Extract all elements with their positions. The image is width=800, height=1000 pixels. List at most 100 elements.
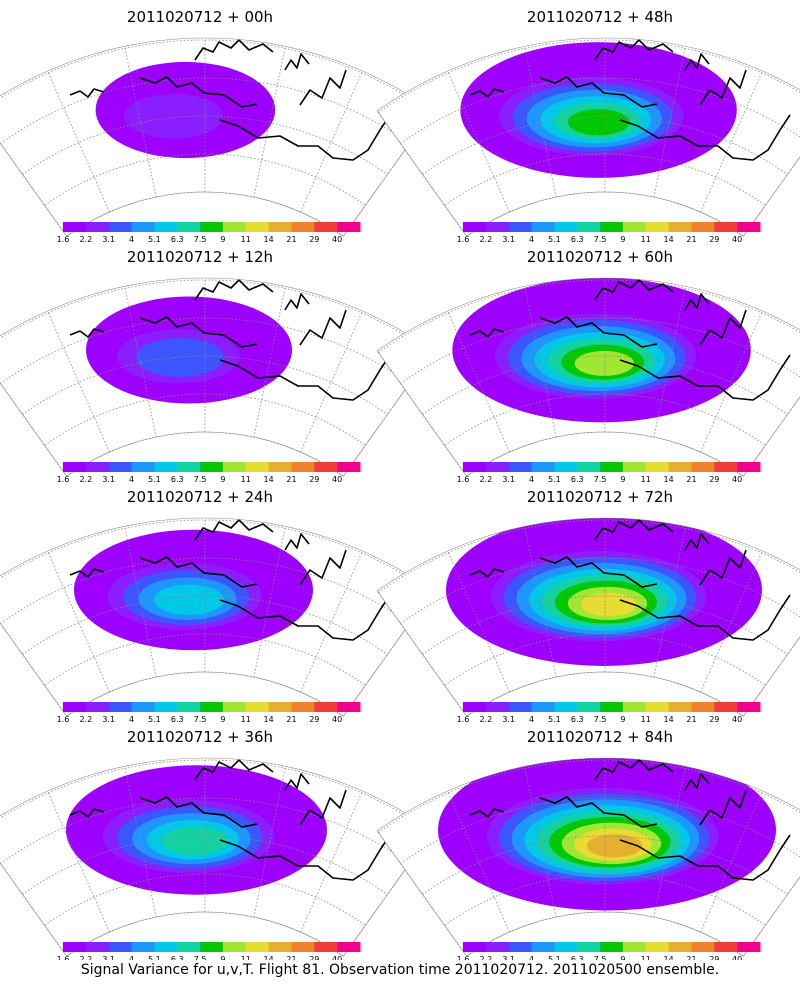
- colorbar-label: 14: [264, 715, 274, 724]
- longitude-line: [653, 766, 686, 918]
- colorbar-swatch: [577, 702, 601, 712]
- map-boundary: [376, 277, 800, 477]
- coastline: [469, 808, 505, 818]
- colorbar-swatch: [600, 462, 624, 472]
- colorbar-swatch: [291, 222, 315, 232]
- latitude-line: [22, 355, 388, 415]
- colorbar-swatch: [268, 462, 292, 472]
- colorbar-swatch: [485, 942, 510, 952]
- latitude-line: [22, 835, 388, 895]
- colorbar-swatch: [691, 942, 715, 952]
- variance-contour: [154, 584, 224, 615]
- latitude-line: [444, 393, 766, 446]
- colorbar-swatch: [622, 942, 647, 952]
- latitude-line: [0, 759, 432, 833]
- latitude-line: [400, 557, 800, 624]
- colorbar-label: 5.1: [148, 475, 161, 484]
- map-panel: 2011020712 + 36h 1.6 2.2 3.1 4 5.1 6.3 7.5 9 11 14…: [0, 728, 434, 964]
- longitude-line: [524, 46, 557, 198]
- map-boundary: [376, 37, 800, 237]
- colorbar-swatch: [314, 222, 338, 232]
- colorbar-swatch: [337, 702, 361, 712]
- coastline: [699, 69, 747, 106]
- colorbar-label: 11: [241, 475, 251, 484]
- colorbar-swatch: [177, 222, 201, 232]
- coastline: [299, 549, 347, 586]
- colorbar-label: 5.1: [548, 715, 561, 724]
- variance-contour: [161, 826, 228, 856]
- colorbar-swatch: [131, 222, 155, 232]
- colorbar-swatch: [85, 942, 110, 952]
- colorbar-label: 7.5: [594, 715, 607, 724]
- colorbar-label: 11: [241, 235, 251, 244]
- longitude-line: [253, 46, 286, 198]
- colorbar-label: 3.1: [502, 955, 515, 960]
- colorbar-label: 14: [264, 235, 274, 244]
- longitude-line: [447, 790, 510, 933]
- colorbar-swatch: [222, 942, 247, 952]
- colorbar-swatch: [108, 942, 133, 952]
- longitude-line: [124, 46, 157, 198]
- colorbar-swatch: [63, 942, 87, 952]
- colorbar-swatch: [485, 462, 510, 472]
- coastline: [684, 773, 710, 791]
- colorbar-swatch: [131, 462, 155, 472]
- variance-field: [0, 278, 433, 477]
- colorbar-swatch: [108, 702, 133, 712]
- latitude-line: [0, 39, 432, 113]
- coastline: [139, 796, 258, 828]
- longitude-line: [700, 310, 763, 453]
- coastline: [219, 354, 391, 401]
- latitude-line: [44, 153, 366, 206]
- latitude-line: [0, 797, 410, 864]
- longitude-line: [253, 286, 286, 438]
- colorbar: 1.6 2.2 3.1 4 5.1 6.3 7.5 9 11 14 21 29 40: [457, 222, 761, 244]
- variance-field: [377, 758, 800, 957]
- coastline: [469, 88, 505, 98]
- coastline: [194, 519, 274, 541]
- colorbar-swatch: [600, 942, 624, 952]
- longitude-line: [653, 286, 686, 438]
- colorbar-label: 4: [129, 475, 134, 484]
- colorbar: 1.6 2.2 3.1 4 5.1 6.3 7.5 9 11 14 21 29 40: [457, 942, 761, 964]
- colorbar-label: 9: [620, 955, 625, 960]
- map-panel: 2011020712 + 60h 1.6 2.2 3.1 4 5.1 6.3 7.5 9 11 14…: [376, 248, 800, 484]
- colorbar-label: 9: [620, 475, 625, 484]
- panel-title: 2011020712 + 00h: [127, 8, 273, 26]
- coastline: [684, 53, 710, 71]
- coastline: [139, 76, 258, 108]
- coastline: [539, 796, 658, 828]
- coastline: [594, 759, 674, 781]
- colorbar-swatch: [63, 702, 87, 712]
- coastline: [284, 53, 310, 71]
- latitude-line: [0, 77, 410, 144]
- map-panel: 2011020712 + 84h 1.6 2.2 3.1 4 5.1 6.3 7.5 9 11 14…: [376, 728, 800, 964]
- latitude-line: [44, 873, 366, 926]
- colorbar-swatch: [337, 942, 361, 952]
- latitude-line: [0, 557, 410, 624]
- colorbar-label: 40: [732, 955, 742, 960]
- panel-title: 2011020712 + 72h: [527, 488, 673, 506]
- colorbar-swatch: [508, 462, 533, 472]
- colorbar-label: 2.2: [79, 475, 92, 484]
- colorbar-swatch: [108, 462, 133, 472]
- colorbar-label: 14: [664, 235, 674, 244]
- longitude-line: [447, 310, 510, 453]
- colorbar-label: 5.1: [548, 235, 561, 244]
- colorbar-label: 14: [264, 475, 274, 484]
- colorbar-label: 14: [264, 955, 274, 960]
- latitude-line: [0, 317, 410, 384]
- colorbar-swatch: [737, 942, 761, 952]
- colorbar-label: 5.1: [548, 955, 561, 960]
- coastline: [539, 76, 658, 108]
- longitude-line: [47, 310, 110, 453]
- longitude-line: [300, 790, 363, 933]
- colorbar-swatch: [737, 222, 761, 232]
- colorbar-swatch: [85, 222, 110, 232]
- longitude-line: [447, 550, 510, 693]
- colorbar-swatch: [154, 222, 178, 232]
- longitude-line: [47, 790, 110, 933]
- variance-contour: [586, 834, 643, 858]
- colorbar-swatch: [714, 942, 738, 952]
- colorbar-label: 9: [220, 955, 225, 960]
